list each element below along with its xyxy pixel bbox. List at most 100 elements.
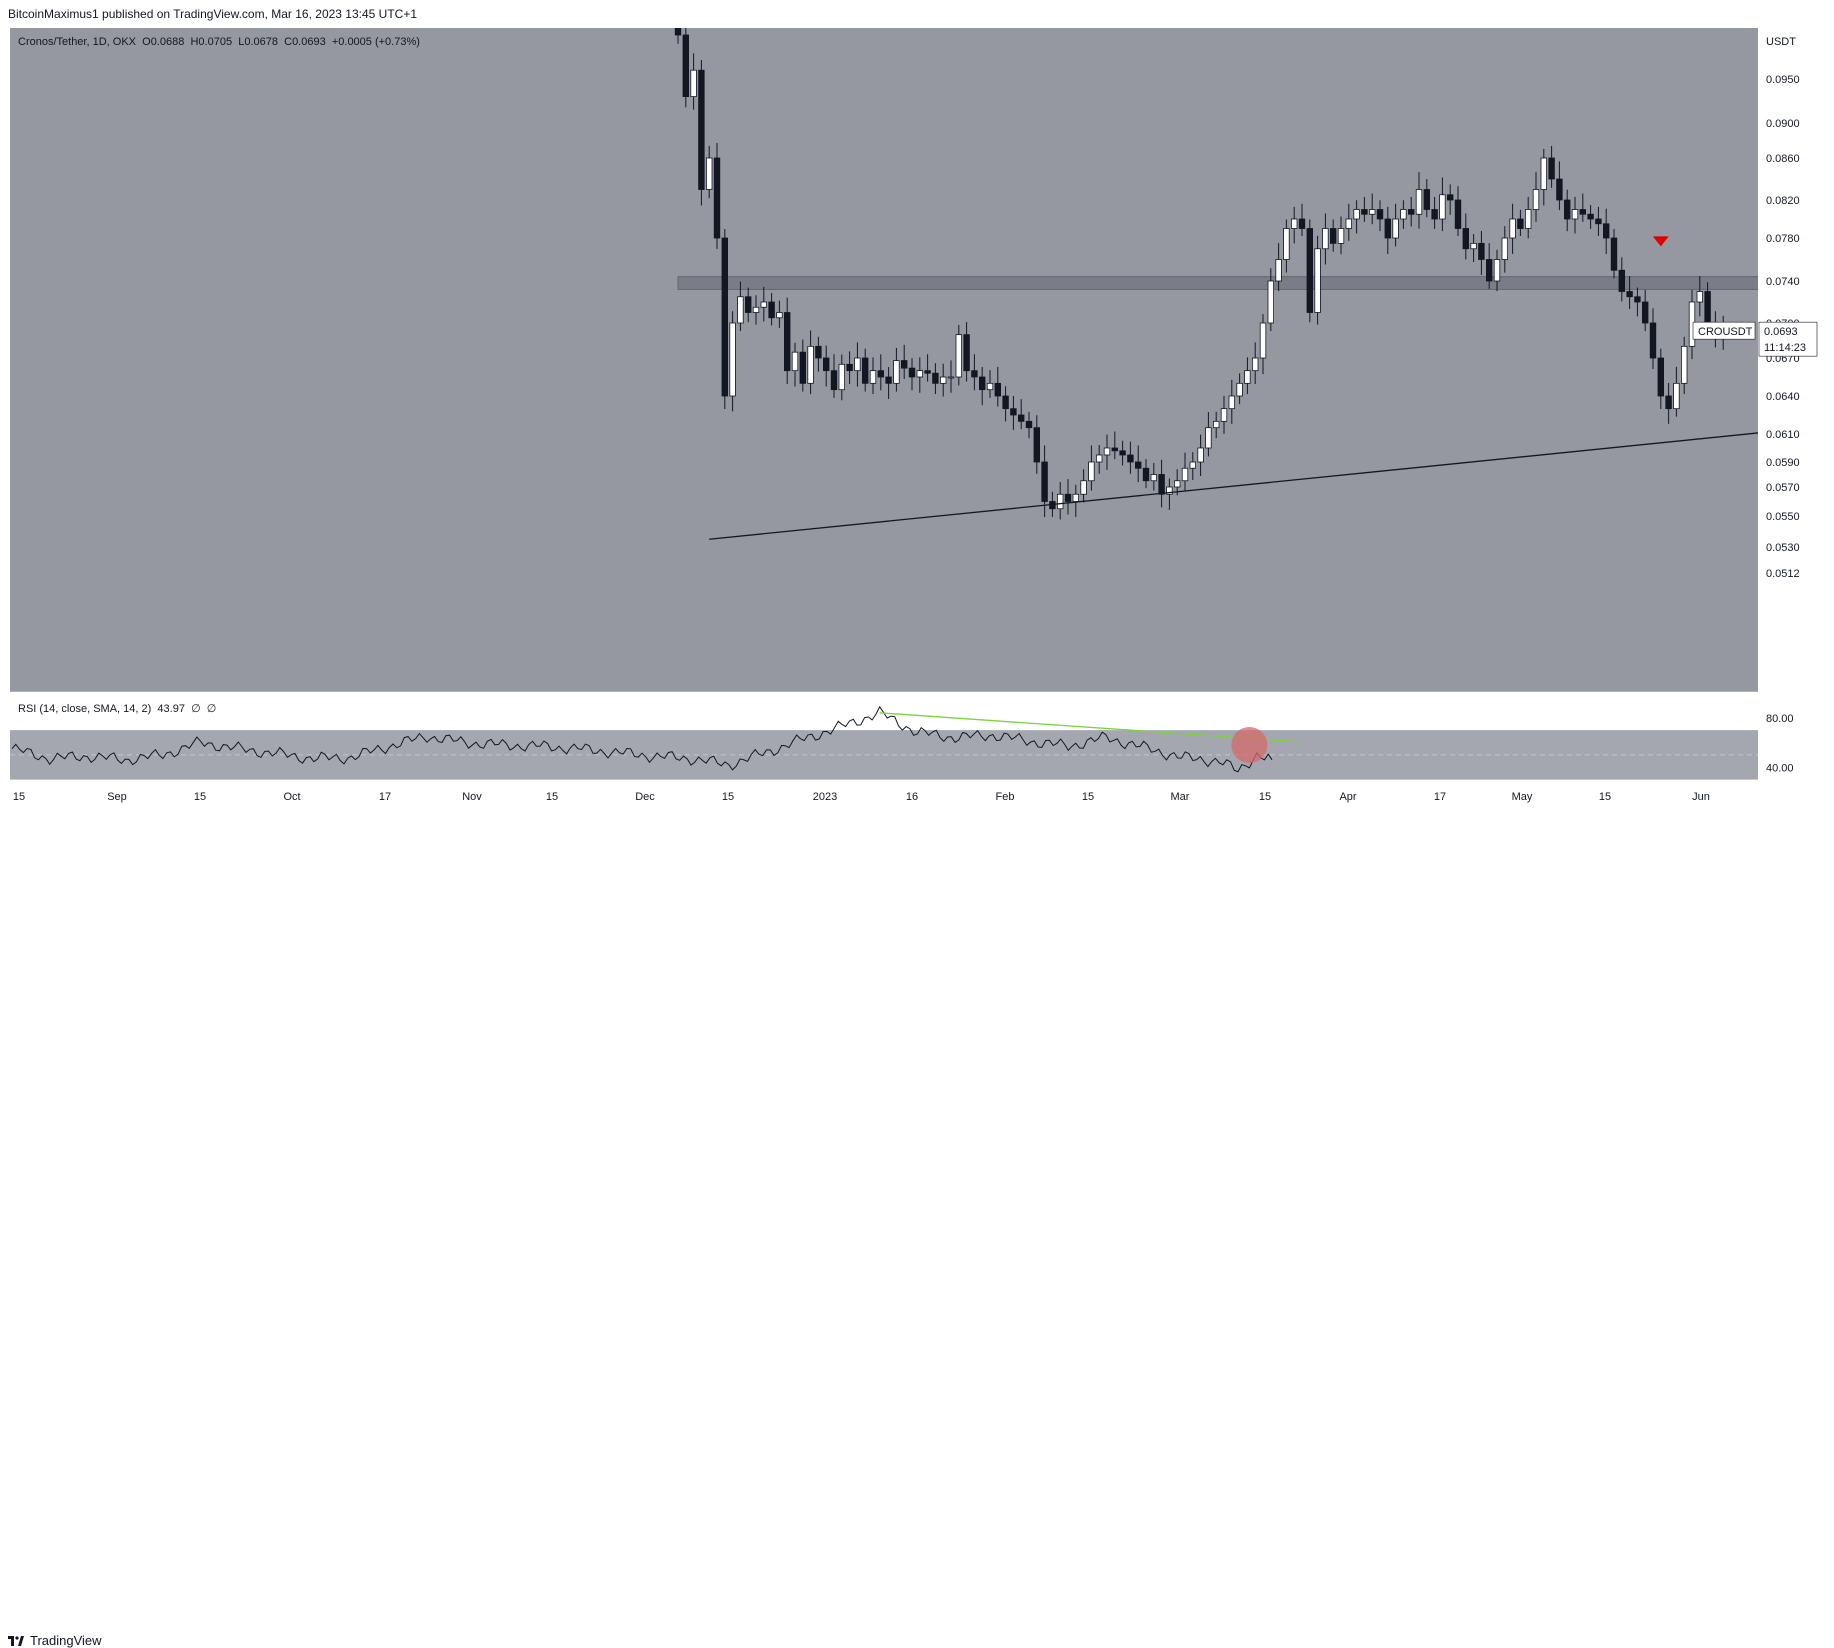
price-tick-label: 0.0570: [1766, 482, 1800, 494]
candle: [1400, 200, 1407, 229]
legend-l-value: 0.0678: [244, 36, 278, 48]
candle-body: [1142, 467, 1150, 482]
candle-body: [1696, 291, 1703, 303]
rsi-tick-label: 40.00: [1766, 762, 1794, 774]
candle-body: [1587, 213, 1594, 220]
price-tick-label: 0.0590: [1766, 457, 1800, 469]
time-tick-label: 17: [379, 791, 391, 803]
candle: [1532, 172, 1540, 222]
candle-body: [1579, 209, 1586, 215]
candle-body: [1525, 209, 1532, 229]
candle: [1517, 209, 1524, 237]
candle: [1610, 229, 1618, 279]
candle: [1111, 431, 1118, 460]
candle-body: [994, 382, 1001, 397]
candle-body: [1470, 242, 1477, 250]
candle: [1322, 213, 1329, 265]
candle-body: [1337, 228, 1345, 244]
candle: [971, 354, 978, 391]
candle-body: [1228, 395, 1235, 410]
candle-body: [1064, 493, 1072, 502]
candle: [1197, 434, 1204, 477]
candle: [1415, 172, 1423, 229]
candle: [776, 300, 783, 328]
candle: [1213, 411, 1220, 439]
price-tick-label: 0.0820: [1766, 195, 1800, 207]
main-chart-pane[interactable]: [10, 28, 1758, 692]
legend-c-value: 0.0693: [292, 36, 326, 48]
candle-body: [1376, 209, 1384, 220]
candle: [1392, 203, 1399, 247]
candle: [737, 281, 744, 332]
candle: [1064, 479, 1072, 515]
candle-body: [1501, 237, 1508, 260]
tradingview-logo[interactable]: TradingView: [8, 1633, 102, 1648]
candle: [823, 345, 830, 387]
candle: [1361, 196, 1368, 222]
candle: [1634, 287, 1641, 317]
candle-body: [1431, 209, 1438, 220]
rsi-divergence-line: [879, 712, 1303, 743]
candle-body: [1189, 461, 1196, 469]
candle: [706, 145, 713, 199]
candle: [1010, 395, 1017, 431]
candle-body: [1298, 218, 1306, 229]
candle-body: [1322, 228, 1329, 250]
candle: [846, 351, 853, 385]
candle: [1462, 213, 1469, 260]
candle: [1096, 445, 1103, 474]
publish-line: BitcoinMaximus1 published on TradingView…: [8, 7, 418, 21]
candle: [877, 354, 884, 391]
candle: [690, 53, 697, 110]
candle-body: [823, 357, 830, 372]
candle-body: [1127, 454, 1134, 463]
rsi-tick-label: 80.00: [1766, 713, 1794, 725]
candle-body: [682, 34, 689, 97]
price-axis[interactable]: [1758, 28, 1834, 792]
time-tick-label: 15: [1599, 791, 1611, 803]
candle-body: [1088, 461, 1095, 482]
candle: [955, 325, 962, 386]
candle-body: [1384, 218, 1391, 239]
price-tick-label: 0.0610: [1766, 429, 1800, 441]
candle: [1579, 193, 1586, 222]
candle-body: [1080, 480, 1087, 495]
candle-body: [1181, 467, 1189, 482]
candle-body: [924, 370, 931, 374]
candle-body: [862, 357, 869, 384]
candle: [1057, 481, 1064, 520]
candle: [1587, 205, 1594, 229]
candle: [862, 348, 869, 392]
candle-body: [1408, 209, 1415, 215]
candle: [1595, 206, 1602, 236]
candle-body: [1564, 199, 1571, 220]
candle: [1470, 233, 1477, 262]
candle-body: [940, 376, 947, 384]
resistance-zone: [677, 276, 1758, 290]
candle: [1018, 399, 1025, 430]
candle-body: [901, 360, 908, 369]
candle-body: [1096, 454, 1103, 463]
candle-body: [737, 296, 744, 324]
candle-body: [1244, 370, 1251, 384]
time-tick-label: Mar: [1171, 791, 1190, 803]
candle-body: [1010, 408, 1017, 416]
time-tick-label: 15: [194, 791, 206, 803]
candle-body: [1197, 447, 1204, 463]
candle: [924, 354, 931, 382]
candle-body: [1400, 209, 1407, 220]
candle: [1259, 314, 1267, 375]
price-tick-label: 0.0512: [1766, 568, 1800, 580]
candle: [1002, 386, 1009, 422]
candle: [854, 342, 861, 387]
price-tick-label: 0.0530: [1766, 542, 1800, 554]
price-plot: [674, 28, 1758, 540]
candle: [963, 321, 970, 382]
last-price-badge: [1758, 321, 1818, 357]
candle: [1447, 184, 1454, 215]
candle: [1244, 357, 1251, 395]
candle-body: [1361, 209, 1368, 215]
candle: [1314, 235, 1321, 325]
candle: [1486, 243, 1493, 289]
candle: [1220, 395, 1228, 434]
